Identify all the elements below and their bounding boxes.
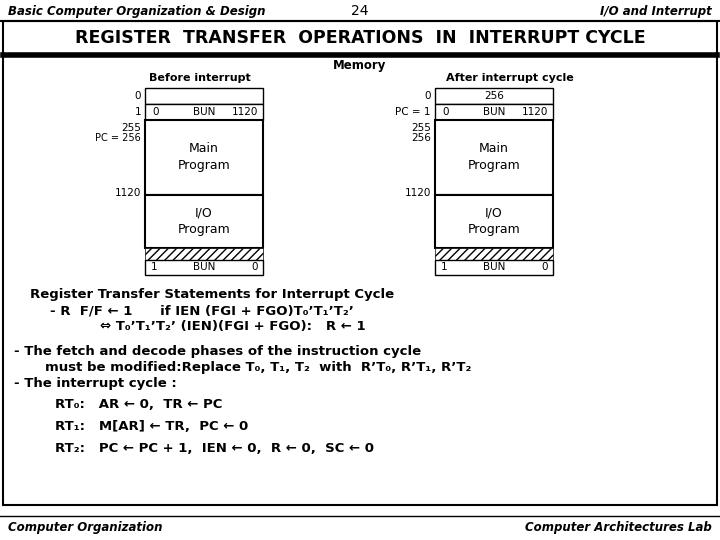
- Text: 255: 255: [411, 123, 431, 133]
- Text: PC = 256: PC = 256: [95, 133, 141, 143]
- Text: RT₀:   AR ← 0,  TR ← PC: RT₀: AR ← 0, TR ← PC: [55, 398, 222, 411]
- Text: RT₁:   M[AR] ← TR,  PC ← 0: RT₁: M[AR] ← TR, PC ← 0: [55, 420, 248, 433]
- Text: Basic Computer Organization & Design: Basic Computer Organization & Design: [8, 4, 266, 17]
- Text: BUN: BUN: [193, 107, 215, 117]
- Text: - R  F/F ← 1      if IEN (FGI + FGO)T₀’T₁’T₂’: - R F/F ← 1 if IEN (FGI + FGO)T₀’T₁’T₂’: [50, 304, 354, 317]
- Text: REGISTER  TRANSFER  OPERATIONS  IN  INTERRUPT CYCLE: REGISTER TRANSFER OPERATIONS IN INTERRUP…: [75, 29, 645, 47]
- Text: 1120: 1120: [521, 107, 548, 117]
- Text: - The interrupt cycle :: - The interrupt cycle :: [14, 377, 176, 390]
- Text: - The fetch and decode phases of the instruction cycle: - The fetch and decode phases of the ins…: [14, 345, 421, 358]
- Bar: [435, 120, 553, 195]
- Text: 255: 255: [121, 123, 141, 133]
- Text: 256: 256: [484, 91, 504, 101]
- Bar: [435, 260, 553, 275]
- Text: I/O and Interrupt: I/O and Interrupt: [600, 4, 712, 17]
- Text: 24: 24: [351, 4, 369, 18]
- Text: ⇔ T₀’T₁’T₂’ (IEN)(FGI + FGO):   R ← 1: ⇔ T₀’T₁’T₂’ (IEN)(FGI + FGO): R ← 1: [100, 320, 366, 333]
- Text: PC = 1: PC = 1: [395, 107, 431, 117]
- Bar: [435, 248, 553, 260]
- Text: BUN: BUN: [483, 262, 505, 273]
- Bar: [3, 21, 717, 55]
- Text: 1: 1: [441, 262, 448, 273]
- Text: 0: 0: [135, 91, 141, 101]
- Text: 0: 0: [251, 262, 258, 273]
- Text: I/O
Program: I/O Program: [178, 206, 230, 237]
- Text: I/O
Program: I/O Program: [467, 206, 521, 237]
- Text: 1: 1: [151, 262, 158, 273]
- Text: Main
Program: Main Program: [467, 143, 521, 172]
- Text: 0: 0: [541, 262, 548, 273]
- Text: BUN: BUN: [193, 262, 215, 273]
- Bar: [435, 88, 553, 104]
- Text: 1120: 1120: [405, 188, 431, 198]
- Text: After interrupt cycle: After interrupt cycle: [446, 73, 574, 83]
- Text: 1120: 1120: [114, 188, 141, 198]
- Text: Register Transfer Statements for Interrupt Cycle: Register Transfer Statements for Interru…: [30, 288, 394, 301]
- Text: Memory: Memory: [333, 59, 387, 72]
- Bar: [435, 195, 553, 248]
- Text: 0: 0: [152, 107, 158, 117]
- Bar: [145, 104, 263, 120]
- Bar: [145, 260, 263, 275]
- Text: 1120: 1120: [232, 107, 258, 117]
- Text: 1: 1: [135, 107, 141, 117]
- Text: 0: 0: [442, 107, 449, 117]
- Text: must be modified:Replace T₀, T₁, T₂  with  R’T₀, R’T₁, R’T₂: must be modified:Replace T₀, T₁, T₂ with…: [45, 361, 472, 374]
- Bar: [145, 195, 263, 248]
- Bar: [435, 104, 553, 120]
- Bar: [3, 55, 717, 505]
- Text: Before interrupt: Before interrupt: [149, 73, 251, 83]
- Text: Computer Organization: Computer Organization: [8, 522, 163, 535]
- Bar: [145, 120, 263, 195]
- Text: 0: 0: [425, 91, 431, 101]
- Text: 256: 256: [411, 133, 431, 143]
- Text: BUN: BUN: [483, 107, 505, 117]
- Text: RT₂:   PC ← PC + 1,  IEN ← 0,  R ← 0,  SC ← 0: RT₂: PC ← PC + 1, IEN ← 0, R ← 0, SC ← 0: [55, 442, 374, 455]
- Text: Main
Program: Main Program: [178, 143, 230, 172]
- Bar: [145, 88, 263, 104]
- Bar: [145, 248, 263, 260]
- Text: Computer Architectures Lab: Computer Architectures Lab: [526, 522, 712, 535]
